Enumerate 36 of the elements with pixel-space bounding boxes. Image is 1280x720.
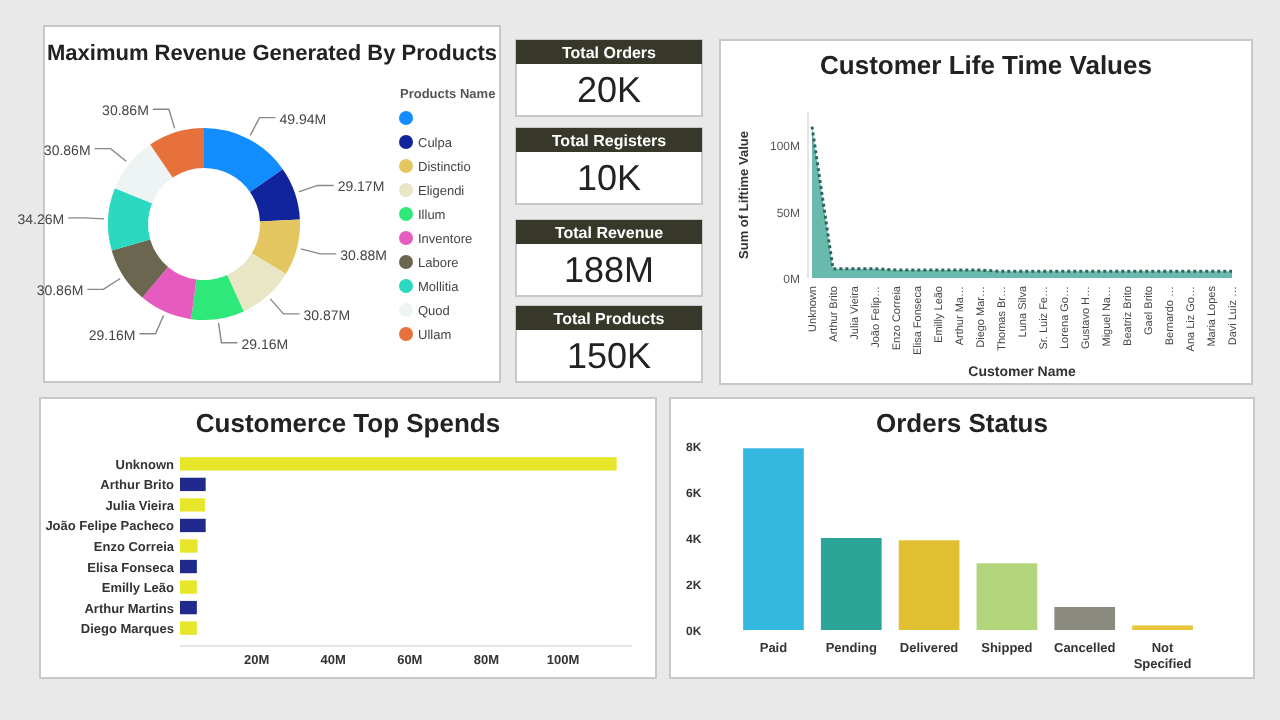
bar <box>180 498 205 512</box>
bar <box>1054 607 1116 630</box>
chart-title: Orders Status <box>876 408 1048 438</box>
bar <box>743 448 804 630</box>
bar <box>180 580 197 594</box>
donut-slice <box>114 144 173 204</box>
bar <box>180 600 197 615</box>
donut-slice <box>142 266 197 320</box>
bar <box>180 457 617 471</box>
bar <box>180 621 197 635</box>
text: 20K <box>576 70 642 110</box>
donut-slice <box>150 128 204 178</box>
bar <box>180 518 206 533</box>
text: 188M <box>563 250 655 290</box>
bar <box>180 477 206 492</box>
donut-slice <box>227 253 286 312</box>
text: Total Registers <box>551 132 668 150</box>
donut-slice <box>191 274 244 320</box>
donut-slice <box>111 239 169 298</box>
donut-slice <box>251 219 300 275</box>
donut-slice <box>249 169 300 222</box>
chart-title: Customer Life Time Values <box>820 50 1152 80</box>
bar <box>976 563 1038 630</box>
text: Total Revenue <box>554 224 665 242</box>
chart-title: Customerce Top Spends <box>195 408 501 438</box>
bar <box>180 539 198 553</box>
bar <box>898 540 960 630</box>
text: 10K <box>576 158 642 198</box>
donut-slice <box>204 128 283 192</box>
text: Total Orders <box>562 44 658 62</box>
donut-slice <box>108 188 153 251</box>
chart-title: Maximum Revenue Generated By Products <box>47 42 497 66</box>
text: 150K <box>566 336 652 376</box>
bar <box>820 538 882 630</box>
text: Total Products <box>553 310 666 328</box>
bar <box>180 559 197 574</box>
